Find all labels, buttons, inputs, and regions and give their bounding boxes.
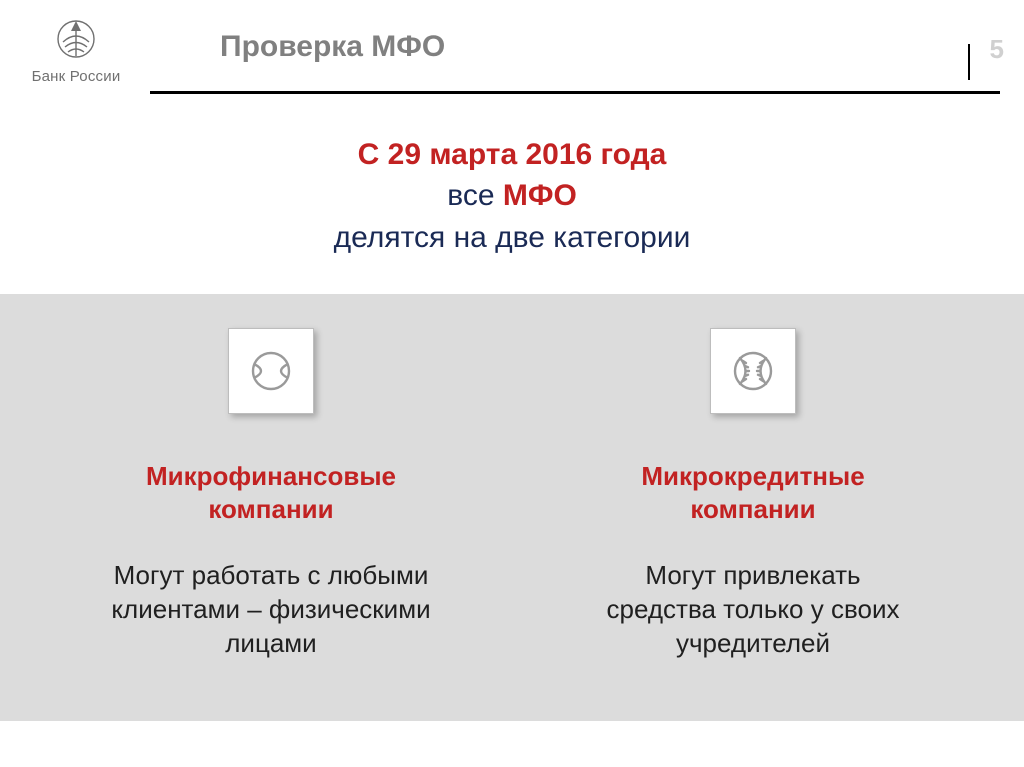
emblem-icon	[51, 14, 101, 64]
cat-title-2: компании	[208, 494, 333, 524]
cat-desc-3: учредителей	[676, 628, 830, 658]
title-area: Проверка МФО	[128, 14, 1000, 64]
intro-prefix: все	[447, 179, 503, 212]
cat-desc-2: средства только у своих	[607, 594, 900, 624]
intro-line2: все МФО	[0, 175, 1024, 216]
intro-mfo: МФО	[503, 179, 577, 212]
tennis-ball-icon	[228, 328, 314, 414]
cat-title-2: компании	[690, 494, 815, 524]
intro-block: С 29 марта 2016 года все МФО делятся на …	[0, 134, 1024, 258]
category-desc: Могут работать с любыми клиентами – физи…	[111, 559, 430, 660]
cat-desc-1: Могут работать с любыми	[114, 560, 429, 590]
page-title: Проверка МФО	[220, 30, 1000, 64]
category-mfk: Микрофинансовые компании Могут работать …	[60, 328, 482, 660]
categories: Микрофинансовые компании Могут работать …	[0, 294, 1024, 720]
intro-date: С 29 марта 2016 года	[0, 134, 1024, 175]
header-tick	[968, 44, 970, 80]
cat-desc-1: Могут привлекать	[645, 560, 860, 590]
intro-line3: делятся на две категории	[0, 217, 1024, 258]
cat-title-1: Микрофинансовые	[146, 461, 396, 491]
org-name: Банк России	[32, 68, 121, 85]
cat-desc-3: лицами	[225, 628, 316, 658]
header: Банк России Проверка МФО 5	[0, 0, 1024, 91]
baseball-icon	[710, 328, 796, 414]
cat-desc-2: клиентами – физическими	[111, 594, 430, 624]
logo: Банк России	[24, 14, 128, 85]
page-number: 5	[990, 34, 1004, 65]
cat-title-1: Микрокредитные	[641, 461, 864, 491]
header-divider	[150, 91, 1000, 94]
category-title: Микрофинансовые компании	[146, 460, 396, 525]
category-mkk: Микрокредитные компании Могут привлекать…	[542, 328, 964, 660]
category-title: Микрокредитные компании	[641, 460, 864, 525]
category-desc: Могут привлекать средства только у своих…	[607, 559, 900, 660]
